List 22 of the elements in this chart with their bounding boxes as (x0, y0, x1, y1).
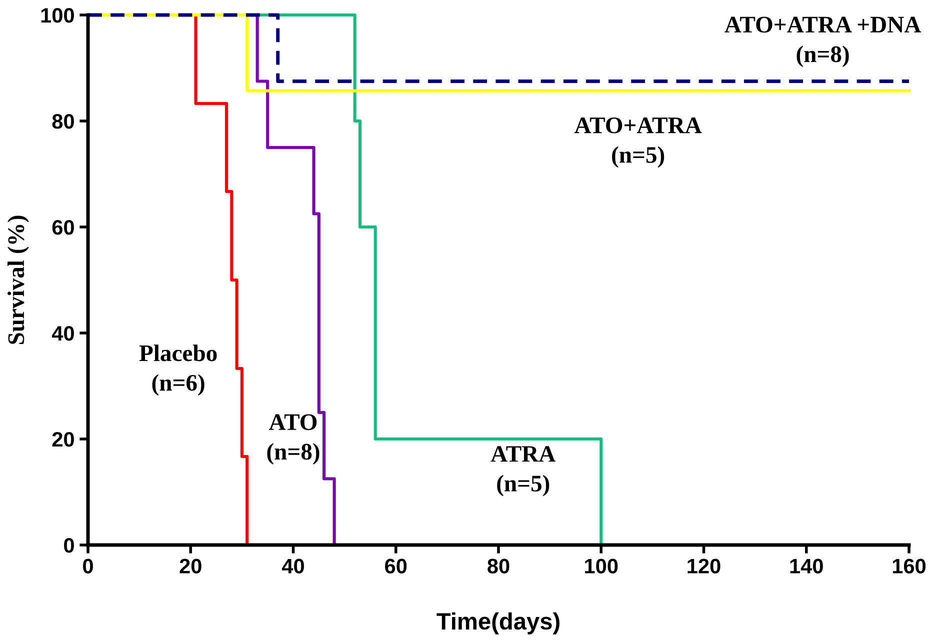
x-tick-label: 120 (688, 558, 720, 574)
x-tick-label: 140 (790, 558, 823, 574)
y-tick-label: 40 (52, 326, 74, 341)
y-tick-label: 0 (64, 538, 74, 553)
y-tick-label: 100 (41, 8, 74, 23)
series-label: ATRA (n=5) (490, 446, 556, 496)
x-tick-label: 80 (488, 558, 510, 574)
x-tick-label: 40 (282, 558, 304, 574)
series-label: ATO (n=8) (267, 414, 320, 465)
x-tick-label: 0 (83, 558, 93, 574)
x-tick-label: 160 (892, 558, 926, 574)
series-label: ATO+ATRA +DNA (n=8) (724, 16, 922, 68)
series-label: ATO+ATRA (n=5) (574, 117, 702, 168)
x-axis-title: Time(days) (436, 612, 560, 634)
x-tick-label: 20 (180, 558, 202, 574)
y-axis-title: Survival (%) (8, 216, 29, 344)
y-tick-label: 80 (52, 114, 74, 129)
x-tick-label: 60 (385, 558, 407, 574)
x-tick-label: 100 (585, 558, 618, 574)
y-tick-label: 20 (52, 432, 74, 447)
series-label: Placebo (n=6) (139, 344, 217, 396)
y-tick-label: 60 (52, 220, 74, 235)
